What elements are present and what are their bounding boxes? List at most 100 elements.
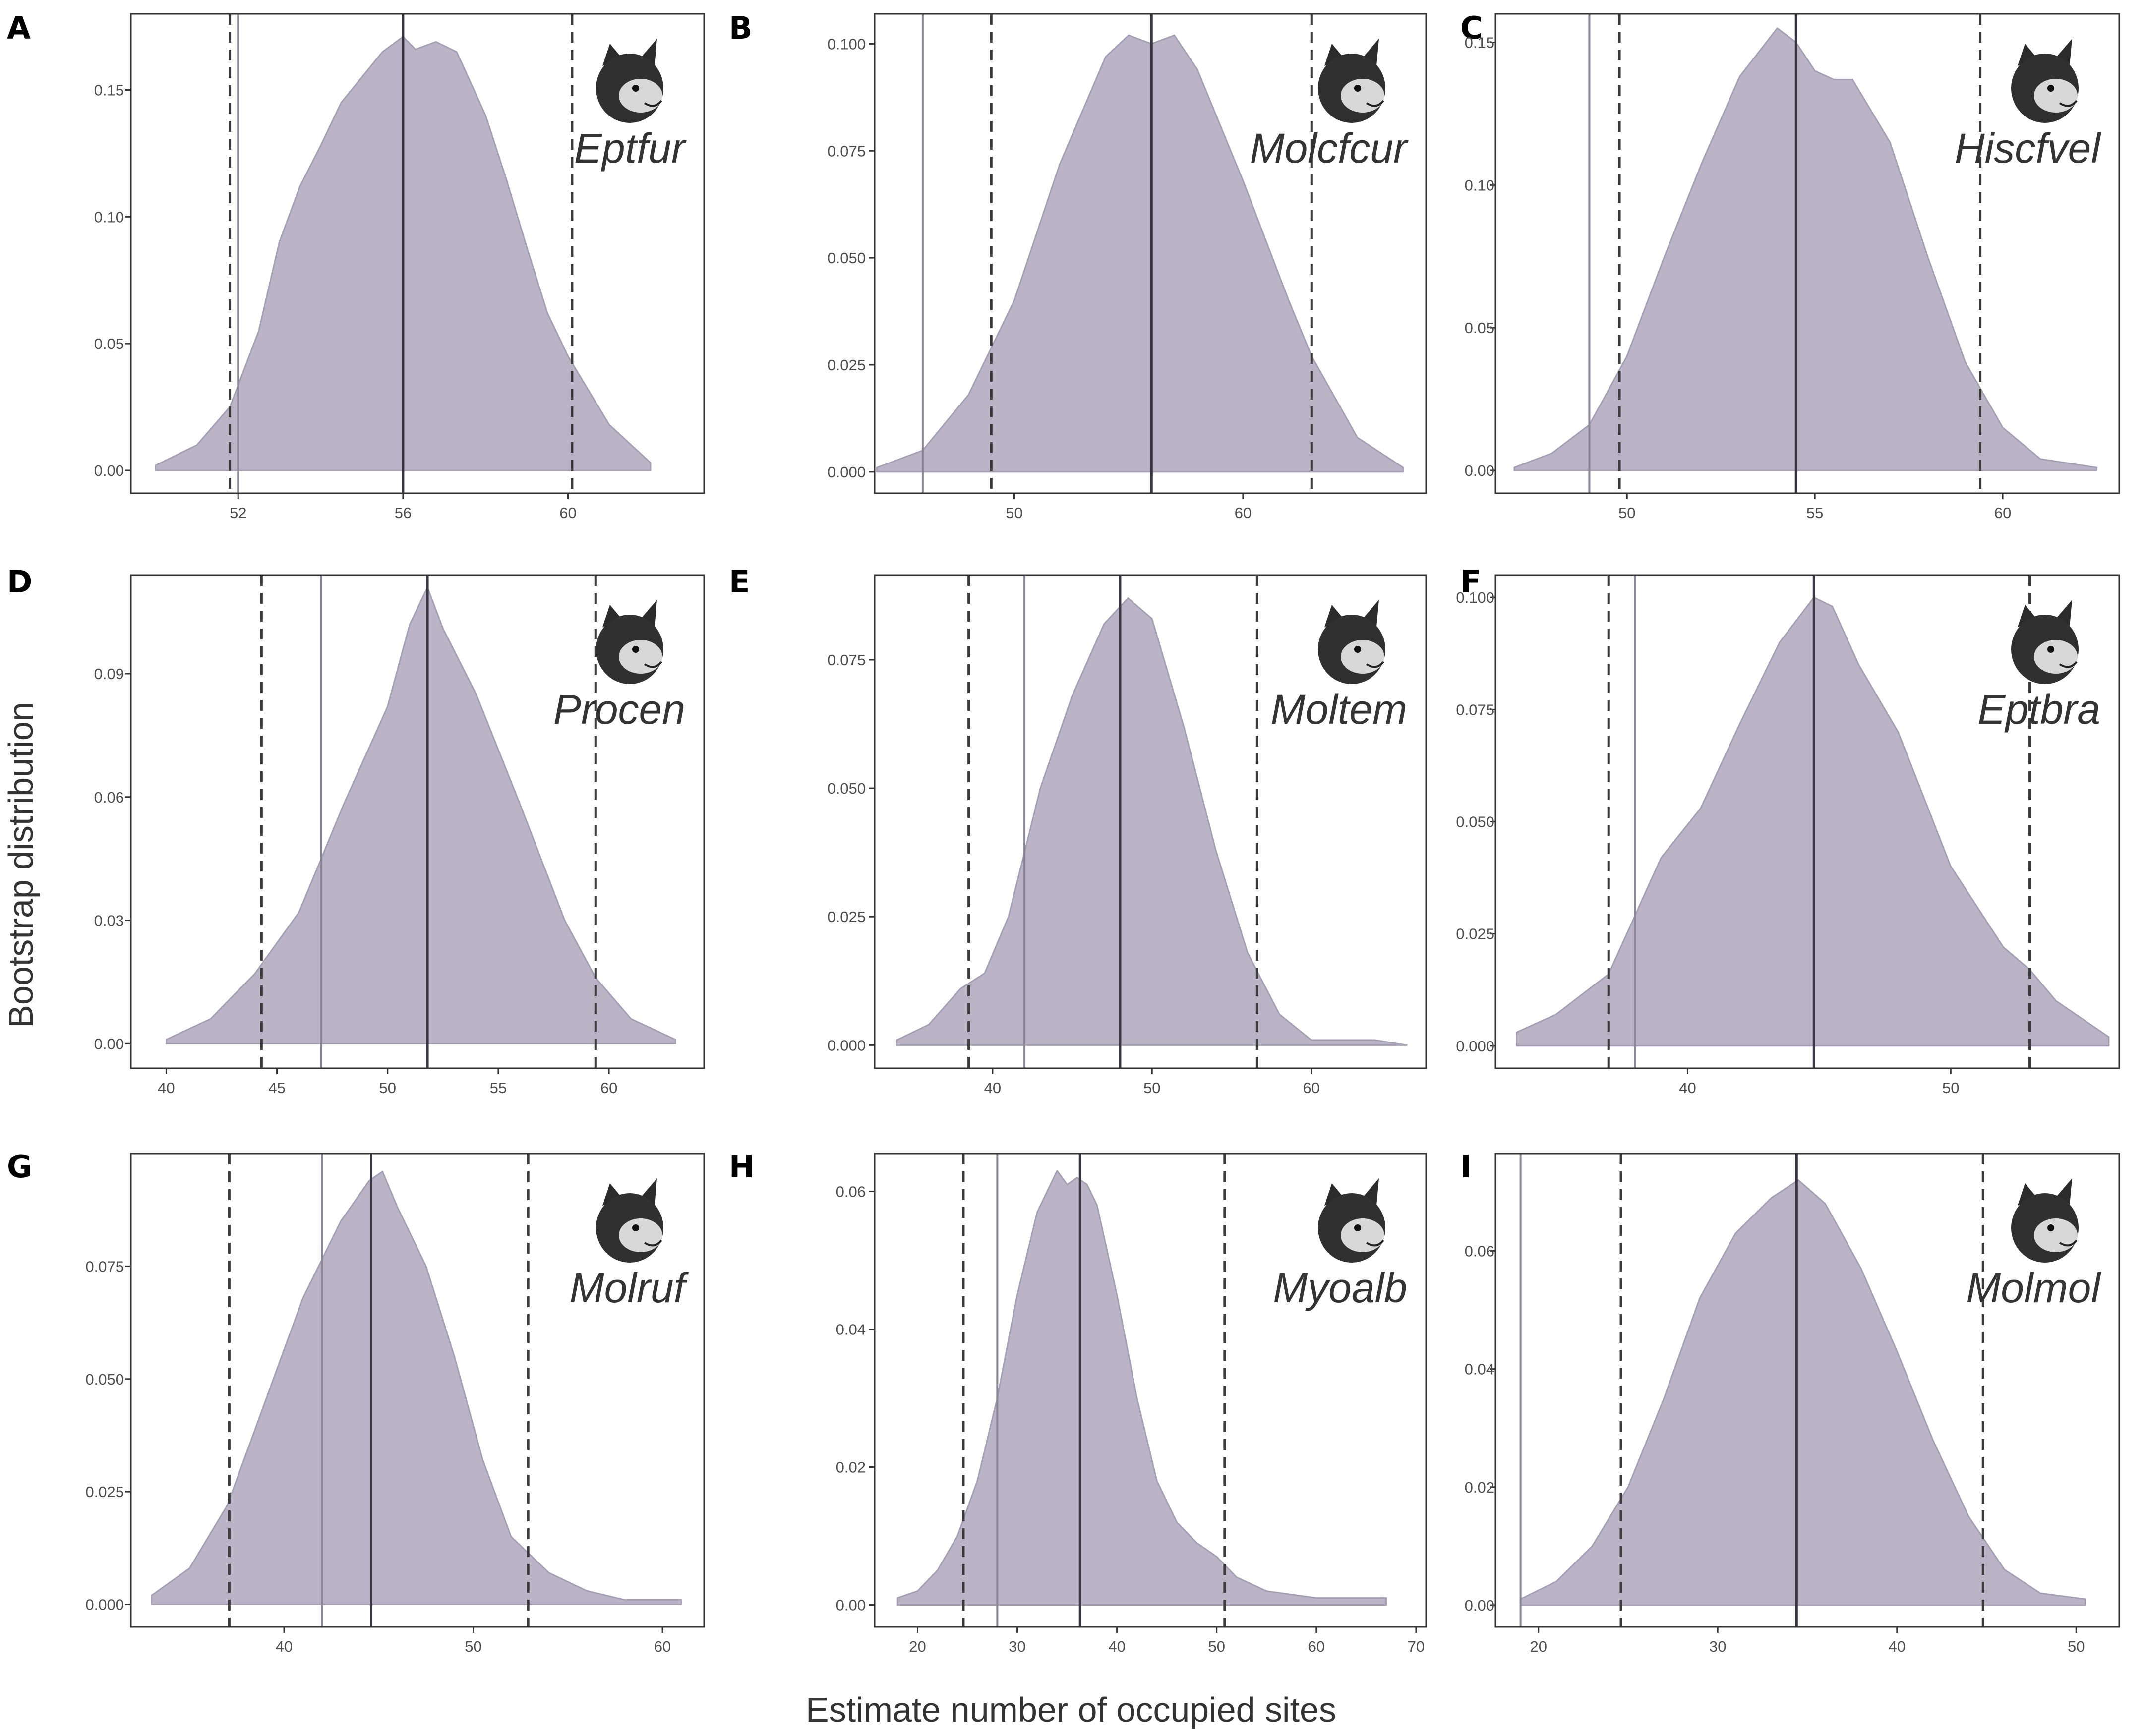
panel-letter: F [1460, 564, 1481, 600]
bat-face [619, 1218, 662, 1252]
x-tick-label: 50 [465, 1638, 481, 1655]
bat-ear [1364, 39, 1379, 66]
species-label: Molruf [570, 1265, 689, 1311]
y-tick-label: 0.05 [94, 335, 124, 352]
density-area [151, 1170, 682, 1605]
bat-ear [642, 1178, 657, 1206]
bat-mouth [644, 100, 662, 107]
bat-face [2034, 1218, 2078, 1252]
x-tick-label: 60 [600, 1079, 617, 1097]
y-tick-label: 0.06 [94, 789, 124, 806]
bat-mouth [644, 661, 662, 668]
bat-mouth [644, 1239, 662, 1247]
y-axis-title: Bootstrap distribution [1, 702, 40, 1028]
x-tick-label: 60 [1994, 504, 2011, 521]
y-tick-label: 0.100 [1456, 589, 1494, 606]
panel-frame [874, 1153, 1427, 1628]
y-tick-label: 0.075 [827, 142, 866, 160]
x-tick-label: 60 [1235, 504, 1252, 521]
bat-eye [2047, 646, 2054, 653]
bat-face [1341, 640, 1384, 674]
species-label: Eptbra [1978, 686, 2101, 733]
panel-frame [130, 574, 705, 1069]
y-tick-label: 0.100 [827, 35, 866, 53]
bat-eye [2047, 1224, 2054, 1231]
species-label: Molmol [1966, 1265, 2101, 1311]
y-tick-label: 0.05 [1465, 319, 1494, 337]
bat-head-icon [2011, 600, 2079, 684]
y-tick-label: 0.000 [1456, 1038, 1494, 1055]
y-tick-label: 0.06 [1465, 1242, 1494, 1260]
y-tick-label: 0.02 [1465, 1479, 1494, 1496]
bat-mouth [2059, 100, 2078, 107]
density-area [876, 34, 1404, 473]
bat-face [1341, 79, 1384, 113]
y-tick-label: 0.050 [85, 1371, 124, 1388]
y-tick-label: 0.04 [1465, 1361, 1494, 1378]
y-tick-label: 0.10 [1465, 176, 1494, 194]
x-tick-label: 40 [158, 1079, 175, 1097]
panel-letter: G [7, 1149, 32, 1185]
x-tick-label: 20 [909, 1638, 926, 1655]
density-area [1513, 27, 2097, 471]
bat-mouth [1366, 661, 1384, 668]
x-tick-label: 56 [395, 504, 412, 521]
bat-mouth [2059, 661, 2078, 668]
x-tick-label: 40 [1679, 1079, 1696, 1097]
x-tick-label: 60 [559, 504, 576, 521]
panel-letter: A [7, 10, 31, 46]
species-label: Myoalb [1273, 1265, 1407, 1311]
x-tick-label: 20 [1530, 1638, 1547, 1655]
bat-face [2034, 79, 2078, 113]
y-tick-label: 0.075 [827, 651, 866, 669]
panel-frame [1494, 1153, 2120, 1628]
species-label: Eptfur [574, 125, 687, 172]
x-tick-label: 50 [1143, 1079, 1160, 1097]
y-tick-label: 0.075 [1456, 701, 1494, 718]
x-tick-label: 70 [1408, 1638, 1425, 1655]
y-tick-label: 0.025 [85, 1483, 124, 1501]
density-area [896, 1170, 1387, 1606]
panel-letter: B [729, 10, 752, 46]
panel-d: D 0.00 0.03 0.06 0.09 40 45 50 55 60 Procen [7, 564, 705, 1097]
bat-eye [1354, 85, 1361, 92]
panel-letter: C [1460, 10, 1483, 46]
panel-frame [1494, 13, 2120, 494]
y-tick-label: 0.050 [827, 249, 866, 267]
bat-ear [2057, 1178, 2072, 1206]
bat-ear [642, 39, 657, 66]
y-tick-label: 0.025 [827, 908, 866, 926]
bat-ear [2057, 600, 2072, 627]
y-tick-label: 0.15 [1465, 34, 1494, 52]
y-tick-label: 0.025 [1456, 926, 1494, 943]
y-tick-label: 0.04 [836, 1321, 866, 1338]
x-tick-label: 50 [2068, 1638, 2085, 1655]
x-tick-label: 40 [984, 1079, 1001, 1097]
y-tick-label: 0.050 [1456, 813, 1494, 831]
y-tick-label: 0.075 [85, 1258, 124, 1275]
panel-frame [874, 574, 1427, 1069]
x-tick-label: 52 [230, 504, 246, 521]
panel-letter: E [729, 564, 750, 600]
y-tick-label: 0.03 [94, 912, 124, 929]
bat-eye [1354, 1224, 1361, 1231]
species-label: Moltem [1271, 686, 1407, 733]
bat-eye [632, 85, 639, 92]
y-tick-label: 0.050 [827, 780, 866, 797]
x-tick-label: 45 [268, 1079, 285, 1097]
x-tick-label: 50 [1006, 504, 1022, 521]
panel-e: E 0.000 0.025 0.050 0.075 40 50 60 Moltem [729, 564, 1427, 1097]
y-tick-label: 0.000 [827, 463, 866, 481]
bat-mouth [1366, 100, 1384, 107]
y-tick-label: 0.000 [827, 1037, 866, 1054]
panel-frame [874, 13, 1427, 494]
panel-c: C 0.00 0.05 0.10 0.15 50 55 60 Hiscfvel [1460, 10, 2120, 521]
x-tick-label: 60 [1308, 1638, 1325, 1655]
bat-ear [2057, 39, 2072, 66]
bat-head-icon [596, 600, 663, 684]
x-tick-label: 50 [1618, 504, 1635, 521]
species-label: Hiscfvel [1955, 125, 2101, 172]
x-tick-label: 50 [1208, 1638, 1225, 1655]
x-tick-label: 50 [1942, 1079, 1959, 1097]
panel-h: H 0.00 0.02 0.04 0.06 20 30 40 50 60 70 Myoalb [729, 1149, 1427, 1655]
